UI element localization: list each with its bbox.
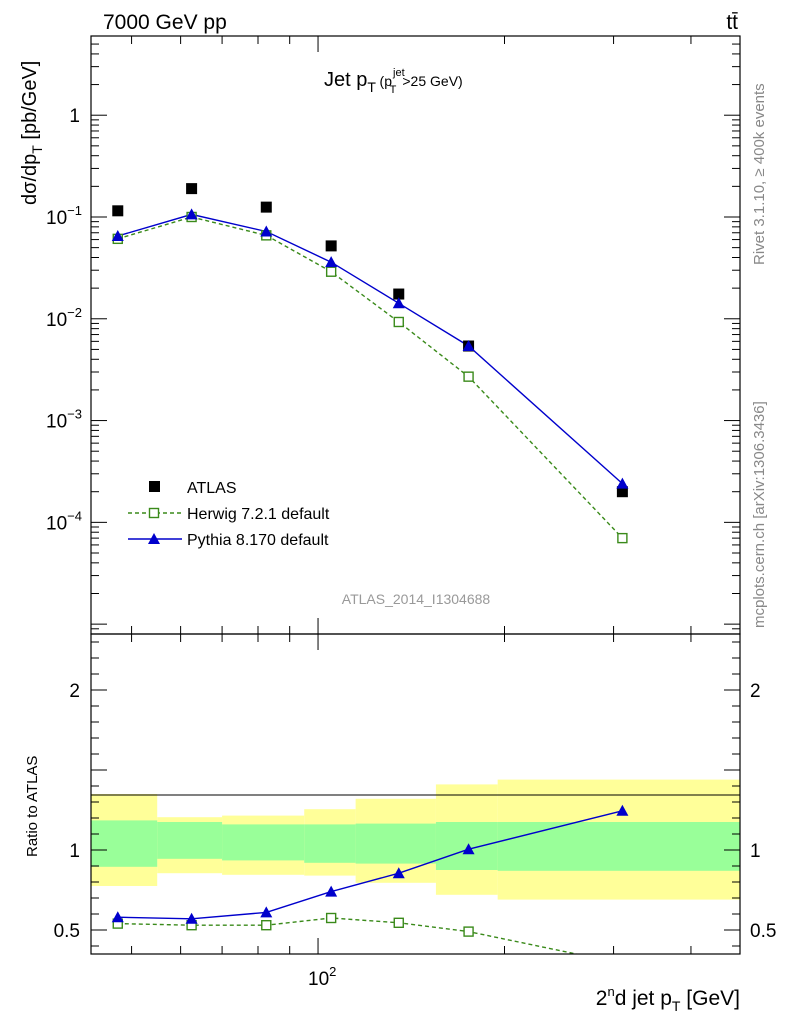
legend-herwig-label: Herwig 7.2.1 default	[187, 506, 330, 523]
ratio-band-inner	[91, 820, 158, 867]
legend-atlas-marker	[149, 481, 160, 492]
ratio-band-inner	[157, 822, 223, 859]
main-y-tick-label: 10−1	[46, 203, 82, 229]
main-pythia-point	[111, 230, 124, 242]
analysis-tag: ATLAS_2014_I1304688	[342, 591, 491, 607]
ratio-pythia-point	[111, 911, 124, 923]
ratio-y-tick-label-right: 1	[750, 841, 761, 862]
main-atlas-point	[393, 288, 405, 300]
main-pythia-point	[616, 477, 629, 489]
legend-herwig-marker	[148, 507, 160, 519]
ratio-herwig-point	[393, 917, 404, 928]
main-y-tick-label: 10−3	[46, 407, 82, 433]
main-atlas-point	[325, 240, 337, 252]
main-y-tick-label: 10−4	[46, 508, 82, 534]
main-atlas-point	[616, 486, 628, 498]
main-pythia-point	[392, 297, 405, 309]
x-axis-label: 2nd jet pT [GeV]	[596, 984, 740, 1014]
energy-label: 7000 GeV pp	[103, 11, 227, 34]
ratio-pythia-point	[462, 843, 475, 855]
legend-atlas-label: ATLAS	[187, 480, 237, 497]
ratio-y-tick-label-left: 1	[69, 841, 80, 862]
main-herwig-point	[325, 266, 337, 277]
main-panel: 10−410−310−210−11 Jet pT (pjet T>25 GeV) …	[19, 35, 741, 635]
ratio-y-tick-label-left: 2	[69, 681, 80, 702]
x-tick-label: 102	[308, 964, 336, 990]
ratio-herwig-point	[261, 920, 272, 931]
main-pythia-point	[185, 208, 198, 220]
ratio-panel: 102 0.5 0.5 1 1 2 2 Ratio to ATLAS 2nd jet pT …	[24, 633, 776, 1014]
main-pythia-point	[260, 225, 273, 237]
ratio-band-inner	[222, 824, 305, 861]
ratio-y-tick-label-right: 2	[750, 681, 761, 702]
ratio-pythia-point	[616, 804, 629, 816]
source-label: mcplots.cern.ch [arXiv:1306.3436]	[751, 401, 768, 628]
ratio-pythia-point	[392, 867, 405, 879]
ratio-herwig-point	[325, 912, 337, 924]
main-pythia-line	[117, 213, 623, 485]
process-label: tt̄	[726, 11, 738, 34]
ratio-pythia-point	[260, 906, 273, 918]
ratio-herwig-point	[463, 926, 474, 937]
main-title: Jet pT (pjet T>25 GeV)	[324, 67, 463, 96]
main-herwig-point	[393, 316, 404, 328]
ratio-band-inner	[355, 823, 436, 864]
main-y-axis-label: dσ/dpT [pb/GeV]	[19, 61, 45, 205]
ratio-y-tick-label-right: 0.5	[750, 921, 776, 942]
ratio-pythia-point	[325, 885, 338, 897]
legend-pythia-label: Pythia 8.170 default	[187, 532, 329, 549]
ratio-band-inner	[497, 822, 740, 871]
rivet-version-label: Rivet 3.1.10, ≥ 400k events	[751, 83, 768, 265]
main-y-tick-label: 1	[69, 106, 80, 127]
legend-pythia-marker	[148, 533, 160, 544]
main-herwig-point	[617, 532, 628, 544]
ratio-band-inner	[435, 822, 498, 870]
main-herwig-point	[463, 371, 474, 382]
ratio-band-inner	[304, 824, 356, 863]
main-atlas-point	[112, 205, 124, 217]
main-pythia-point	[325, 256, 338, 268]
ratio-pythia-point	[185, 912, 198, 924]
main-atlas-point	[260, 201, 272, 213]
ratio-plot-frame	[90, 633, 741, 955]
legend: ATLAS Herwig 7.2.1 default Pythia 8.170 …	[128, 480, 330, 549]
main-atlas-point	[186, 183, 198, 195]
ratio-y-axis-label: Ratio to ATLAS	[24, 756, 41, 857]
main-y-tick-label: 10−2	[46, 305, 82, 331]
ratio-y-tick-label-left: 0.5	[54, 921, 80, 942]
ratio-herwig-point	[618, 959, 627, 968]
main-pythia-point	[462, 340, 475, 352]
